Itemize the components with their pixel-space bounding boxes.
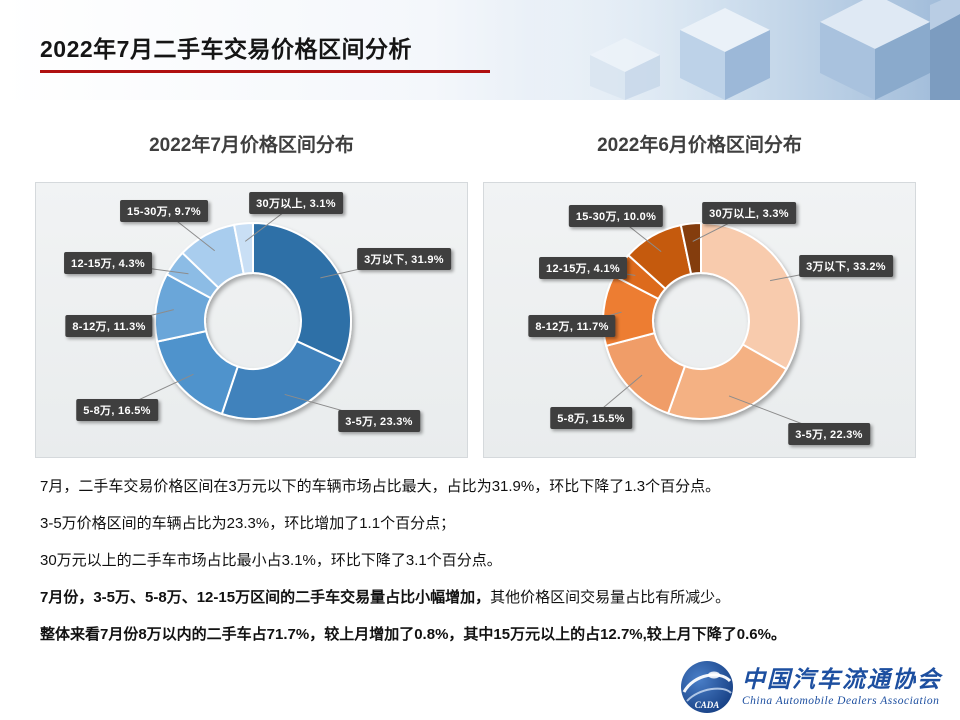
cube-small xyxy=(590,38,660,100)
donut-slice-30万以上 xyxy=(679,221,702,276)
chart-callout: 12-15万, 4.3% xyxy=(64,252,152,274)
chart-title-july: 2022年7月价格区间分布 xyxy=(149,135,354,156)
chart-panel-june: 3万以下, 33.2% 3-5万, 22.3% 5-8万, 15.5% 8-12万, … xyxy=(483,182,916,458)
text-run: 7月，二手车交易价格区间在3万元以下的车辆市场占比最大，占比为31.9%，环比下… xyxy=(40,478,721,495)
header: 2022年7月二手车交易价格区间分析 xyxy=(0,0,960,100)
org-name-cn: 中国汽车流通协会 xyxy=(742,667,942,693)
chart-callout: 3万以下, 33.2% xyxy=(799,255,893,277)
donut-slice-30万以上 xyxy=(232,221,254,276)
footer: CADA 中国汽车流通协会 China Automobile Dealers A… xyxy=(680,660,942,714)
chart-callout: 30万以上, 3.1% xyxy=(249,192,343,214)
org-name-block: 中国汽车流通协会 China Automobile Dealers Associ… xyxy=(742,667,942,706)
chart-callout: 5-8万, 16.5% xyxy=(76,399,158,421)
donut-slice-3万以下 xyxy=(700,221,800,371)
chart-callout: 15-30万, 10.0% xyxy=(568,205,664,227)
donut-slice-5-8万 xyxy=(604,331,687,415)
chart-callout: 12-15万, 4.1% xyxy=(539,257,627,279)
donut-slice-5-8万 xyxy=(156,329,240,416)
cube-edge xyxy=(930,0,960,100)
cada-logo-text: CADA xyxy=(695,700,720,710)
analysis-paragraph: 30万元以上的二手车市场占比最小占3.1%，环比下降了3.1个百分点。 xyxy=(40,550,932,572)
chart-panel-july: 3万以下, 31.9% 3-5万, 23.3% 5-8万, 16.5% 8-12万, … xyxy=(35,182,468,458)
analysis-paragraph: 7月份，3-5万、5-8万、12-15万区间的二手车交易量占比小幅增加，其他价格… xyxy=(40,587,932,609)
text-run: 7月份，3-5万、5-8万、12-15万区间的二手车交易量占比小幅增加， xyxy=(40,589,491,606)
text-run: 3-5万价格区间的车辆占比为23.3%，环比增加了1.1个百分点； xyxy=(40,515,456,532)
chart-callout: 8-12万, 11.3% xyxy=(65,315,153,337)
chart-callout: 8-12万, 11.7% xyxy=(528,315,616,337)
donut-chart xyxy=(107,202,405,422)
donut-slices xyxy=(154,221,352,420)
chart-callout: 5-8万, 15.5% xyxy=(550,407,632,429)
analysis-text: 7月，二手车交易价格区间在3万元以下的车辆市场占比最大，占比为31.9%，环比下… xyxy=(40,476,932,661)
cube-right xyxy=(820,0,930,100)
org-name-en: China Automobile Dealers Association xyxy=(742,694,940,707)
donut-slice-3-5万 xyxy=(666,343,788,420)
chart-title-june: 2022年6月价格区间分布 xyxy=(597,135,802,156)
page-title: 2022年7月二手车交易价格区间分析 xyxy=(40,36,412,62)
chart-callout: 30万以上, 3.3% xyxy=(702,202,796,224)
cube-center xyxy=(680,8,770,100)
donut-slice-3-5万 xyxy=(220,339,344,420)
chart-callout: 3-5万, 23.3% xyxy=(338,410,420,432)
chart-callout: 15-30万, 9.7% xyxy=(120,200,208,222)
analysis-paragraph: 整体来看7月份8万以内的二手车占71.7%，较上月增加了0.8%，其中15万元以… xyxy=(40,624,932,646)
title-underline xyxy=(40,70,490,73)
donut-slices xyxy=(602,221,800,420)
text-run: 整体来看7月份8万以内的二手车占71.7%，较上月增加了0.8%，其中15万元以… xyxy=(40,626,786,643)
donut-chart xyxy=(571,212,847,435)
analysis-paragraph: 3-5万价格区间的车辆占比为23.3%，环比增加了1.1个百分点； xyxy=(40,513,932,535)
header-cubes-graphic xyxy=(530,0,960,100)
analysis-paragraph: 7月，二手车交易价格区间在3万元以下的车辆市场占比最大，占比为31.9%，环比下… xyxy=(40,476,932,498)
text-run: 30万元以上的二手车市场占比最小占3.1%，环比下降了3.1个百分点。 xyxy=(40,552,502,569)
donut-slice-3万以下 xyxy=(252,221,352,364)
chart-callout: 3-5万, 22.3% xyxy=(788,423,870,445)
cada-logo-icon: CADA xyxy=(681,661,733,713)
text-run: 其他价格区间交易量占比有所减少。 xyxy=(490,589,731,606)
chart-callout: 3万以下, 31.9% xyxy=(357,248,451,270)
